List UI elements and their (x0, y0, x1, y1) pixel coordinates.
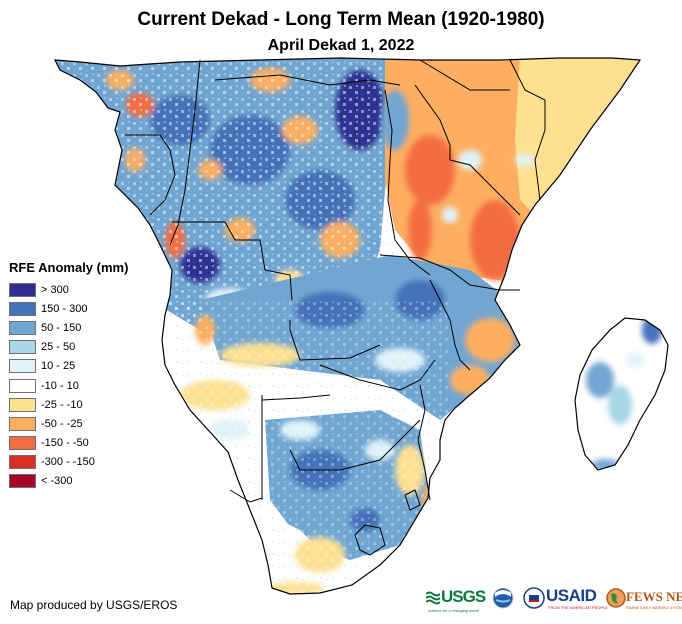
madagascar-coastline (574, 317, 669, 471)
region-horn-coast (515, 58, 668, 220)
legend-swatch (9, 455, 36, 470)
legend-item: 25 - 50 (9, 338, 128, 357)
legend-label: < -300 (41, 475, 73, 488)
legend-label: -300 - -150 (41, 456, 95, 469)
border-botswana-sa (289, 419, 421, 471)
legend-rows: > 300 150 - 300 50 - 150 25 - 50 10 - 25 -10 … (9, 280, 128, 491)
fewsnet-wordmark: FEWS NET (626, 589, 682, 604)
border-eswatini (404, 489, 421, 511)
legend-swatch (9, 474, 36, 489)
legend-swatch (9, 359, 36, 374)
legend-swatch (9, 436, 36, 451)
legend-swatch (9, 397, 36, 412)
border-kenya-somalia (509, 59, 546, 201)
legend-item: -10 - 10 (9, 376, 128, 395)
map-subtitle: April Dekad 1, 2022 (267, 37, 415, 54)
legend-label: 150 - 300 (41, 302, 88, 315)
legend-label: -150 - -50 (41, 437, 89, 450)
legend-label: -50 - -25 (41, 417, 83, 430)
usaid-logo: USAID FROM THE AMERICAN PEOPLE (546, 586, 608, 610)
legend: RFE Anomaly (mm) > 300 150 - 300 50 - 150 2… (9, 260, 128, 491)
border-drc-car (214, 74, 401, 86)
noaa-logo (492, 587, 514, 614)
border-angola-zambia (289, 320, 381, 361)
rainfall-anomaly-map (54, 57, 669, 595)
border-malawi (429, 279, 471, 371)
usgs-waves-icon (426, 591, 440, 605)
fewsnet-globe-icon (606, 588, 626, 608)
legend-item: 10 - 25 (9, 357, 128, 376)
border-drc-east (384, 89, 431, 276)
legend-item: 50 - 150 (9, 318, 128, 337)
legend-item: -300 - -150 (9, 453, 128, 472)
border-south-africa-namibia (229, 489, 263, 503)
legend-label: -10 - 10 (41, 379, 79, 392)
legend-label: 25 - 50 (41, 341, 76, 354)
east-patches (381, 90, 535, 280)
usaid-seal-icon (523, 587, 545, 609)
border-zambia-zimbabwe (319, 359, 436, 391)
legend-label: > 300 (41, 283, 69, 296)
map-credit: Map produced by USGS/EROS (10, 598, 178, 612)
legend-label: 50 - 150 (41, 321, 82, 334)
usaid-wordmark: USAID (546, 586, 597, 605)
legend-label: 10 - 25 (41, 360, 76, 373)
legend-swatch (9, 282, 36, 297)
map-title: Current Dekad - Long Term Mean (1920-198… (137, 9, 545, 30)
legend-item: -25 - -10 (9, 395, 128, 414)
border-uganda-kenya (414, 84, 521, 216)
legend-swatch (9, 340, 36, 355)
border-tanzania-south (379, 254, 520, 291)
usaid-seal (523, 587, 545, 614)
legend-label: -25 - -10 (41, 398, 83, 411)
legend-title: RFE Anomaly (mm) (9, 260, 129, 275)
country-borders (125, 59, 546, 556)
border-congo-drc (169, 59, 201, 246)
border-namibia-botswana (261, 394, 331, 500)
legend-swatch (9, 301, 36, 316)
legend-item: > 300 (9, 280, 128, 299)
border-gabon-congo (125, 134, 176, 216)
legend-swatch (9, 378, 36, 393)
border-drc-angola (172, 221, 293, 301)
legend-swatch (9, 320, 36, 335)
legend-item: -150 - -50 (9, 434, 128, 453)
legend-item: 150 - 300 (9, 299, 128, 318)
usaid-tagline: FROM THE AMERICAN PEOPLE (548, 605, 608, 610)
usgs-wordmark: USGS (441, 587, 486, 606)
usgs-tagline: science for a changing world (428, 608, 479, 613)
legend-swatch (9, 416, 36, 431)
border-lesotho (354, 524, 386, 556)
legend-item: < -300 (9, 472, 128, 491)
partner-logos: USGS science for a changing world USAID … (426, 586, 682, 618)
fewsnet-tagline: FAMINE EARLY WARNING SYSTEMS NETWORK (626, 606, 682, 610)
border-ethiopia-kenya (419, 59, 510, 91)
legend-item: -50 - -25 (9, 414, 128, 433)
noaa-emblem-icon (492, 587, 514, 609)
border-mozambique-zim (417, 384, 431, 501)
